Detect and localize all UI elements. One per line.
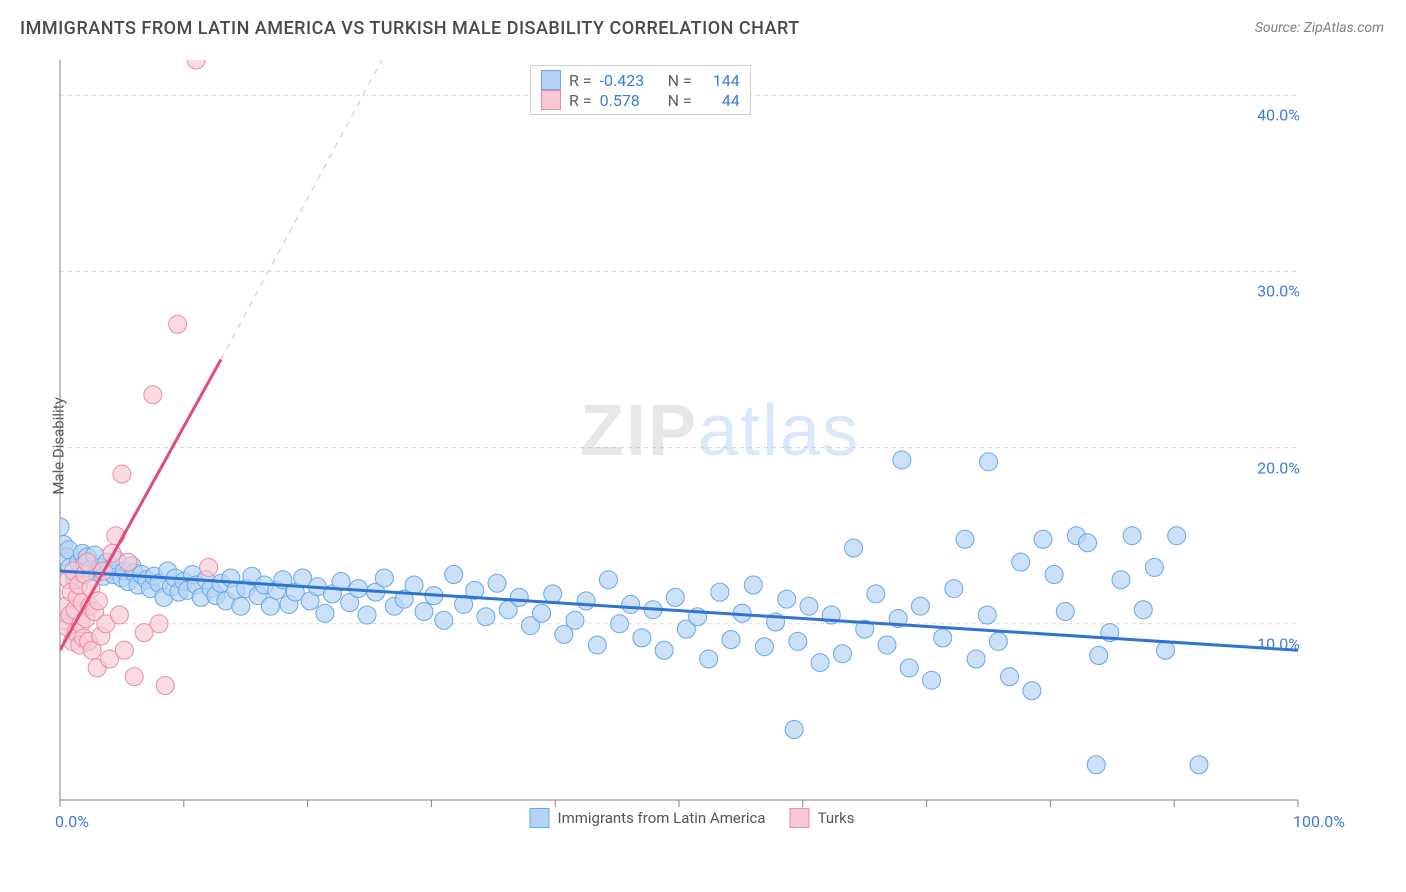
legend-row: R = 0.578 N = 44 — [541, 90, 740, 110]
series-legend: Immigrants from Latin America Turks — [529, 808, 870, 828]
legend-swatch — [541, 70, 561, 90]
legend-series-label: Immigrants from Latin America — [557, 809, 765, 827]
legend-r-value: -0.423 — [600, 71, 660, 90]
legend-swatch — [790, 808, 810, 828]
y-tick-label: 40.0% — [1257, 106, 1300, 125]
source-attribution: Source: ZipAtlas.com — [1255, 20, 1384, 36]
plot-area: ZIPatlas R =-0.423N =144R =0.578N =44 Im… — [50, 60, 1350, 830]
y-tick-label: 30.0% — [1257, 282, 1300, 301]
legend-series-label: Turks — [818, 809, 855, 827]
legend-swatch — [529, 808, 549, 828]
legend-r-label: R = — [569, 91, 592, 110]
legend-n-value: 44 — [700, 91, 740, 110]
chart-svg — [50, 60, 1350, 830]
y-tick-label: 10.0% — [1257, 634, 1300, 653]
legend-n-label: N = — [668, 91, 692, 110]
legend-r-label: R = — [569, 71, 592, 90]
legend-n-value: 144 — [700, 71, 740, 90]
legend-row: R = -0.423 N = 144 — [541, 70, 740, 90]
x-tick-label: 0.0% — [55, 812, 89, 831]
correlation-legend: R = -0.423 N = 144 R = 0.578 N = 44 — [530, 65, 751, 115]
legend-swatch — [541, 90, 561, 110]
y-tick-label: 20.0% — [1257, 458, 1300, 477]
legend-n-label: N = — [668, 71, 692, 90]
legend-r-value: 0.578 — [600, 91, 660, 110]
x-tick-label: 100.0% — [1293, 812, 1345, 831]
chart-title: IMMIGRANTS FROM LATIN AMERICA VS TURKISH… — [20, 18, 800, 39]
